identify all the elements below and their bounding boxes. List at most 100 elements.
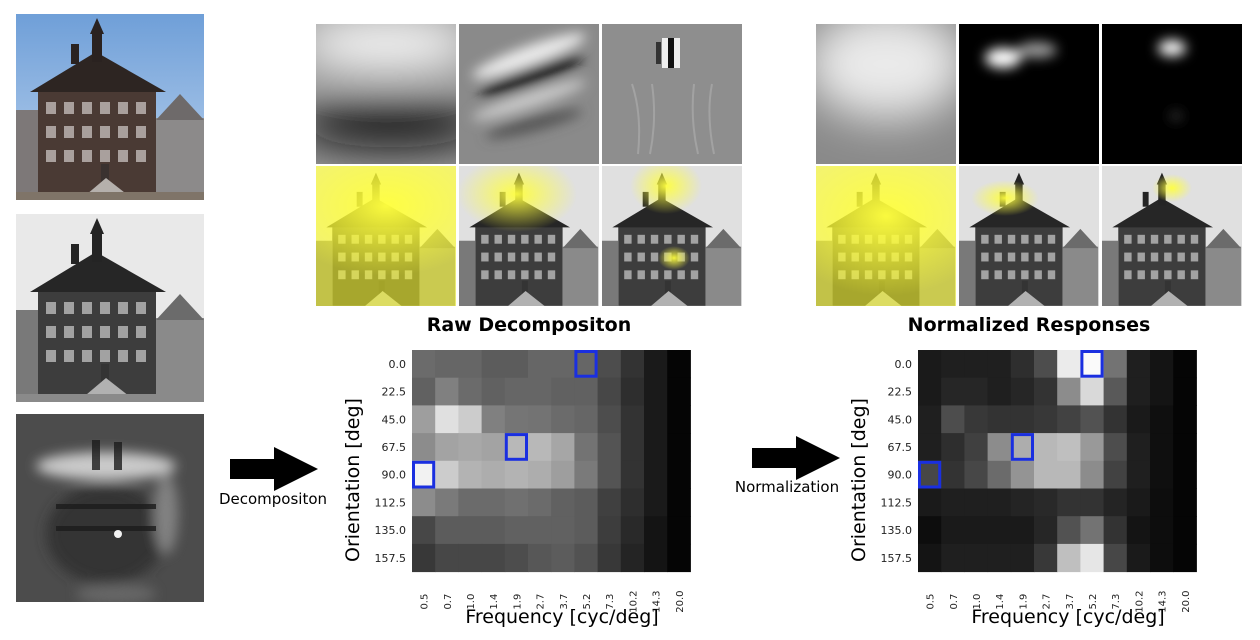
heatmap-cell — [1150, 460, 1174, 489]
heatmap-cell — [987, 377, 1012, 406]
heatmap-cell — [987, 460, 1012, 489]
heatmap-cell — [574, 350, 599, 379]
heatmap-cell — [918, 460, 942, 489]
heatmap-cell — [551, 543, 575, 573]
heatmap-cell — [1080, 516, 1105, 545]
heatmap-cell — [481, 488, 506, 517]
heatmap-cell — [941, 460, 965, 489]
heatmap-cell — [964, 433, 989, 462]
x-tick-label: 14.3 — [1158, 590, 1169, 612]
heatmap-cell — [1057, 488, 1081, 517]
heatmap-cell — [1103, 460, 1128, 489]
raw-heatmap-ylabel: Orientation [deg] — [342, 398, 364, 562]
heatmap-cell — [1150, 405, 1174, 434]
heatmap-cell — [481, 516, 506, 545]
heatmap-cell — [504, 460, 529, 489]
heatmap-cell — [1010, 433, 1035, 462]
heatmap-cell — [644, 433, 668, 462]
heatmap-cell — [551, 488, 575, 517]
x-tick-label: 7.3 — [1111, 594, 1122, 610]
y-tick-label: 0.0 — [389, 358, 407, 371]
heatmap-cell — [941, 377, 965, 406]
heatmap-cell — [667, 543, 691, 573]
heatmap-cell — [1103, 516, 1128, 545]
heatmap-cell — [528, 543, 552, 573]
heatmap-cell — [644, 516, 668, 545]
heatmap-cell — [1173, 377, 1197, 406]
heatmap-cell — [458, 433, 483, 462]
heatmap-cell — [574, 543, 599, 573]
normalization-arrow — [752, 436, 842, 484]
heatmap-cell — [504, 516, 529, 545]
x-tick-label: 14.3 — [652, 590, 663, 612]
heatmap-cell — [1173, 488, 1197, 517]
heatmap-cell — [620, 433, 645, 462]
heatmap-cell — [964, 488, 989, 517]
heatmap-cell — [987, 350, 1012, 379]
low-frequency-filter — [316, 24, 456, 164]
heatmap-cell — [435, 433, 459, 462]
y-tick-label: 157.5 — [881, 552, 913, 565]
heatmap-cell — [458, 516, 483, 545]
heatmap-cell — [412, 377, 436, 406]
heatmap-cell — [644, 350, 668, 379]
y-tick-label: 112.5 — [375, 496, 407, 509]
heatmap-cell — [1057, 433, 1081, 462]
normalized-responses-title: Normalized Responses — [907, 314, 1151, 336]
heatmap-cell — [574, 405, 599, 434]
heatmap-cell — [435, 488, 459, 517]
heatmap-cell — [412, 405, 436, 434]
heatmap-cell — [1080, 460, 1105, 489]
normalized-heatmap: 0.0 22.5 45.0 67.5 90.0 112.5 135.0 157.5 0.5 0.7… — [836, 340, 1216, 630]
heatmap-cell — [941, 488, 965, 517]
heatmap-cell — [620, 488, 645, 517]
heatmap-cell — [1057, 377, 1081, 406]
x-tick-label: 10.2 — [628, 590, 639, 612]
heatmap-cell — [1080, 377, 1105, 406]
highlight-box — [504, 433, 529, 461]
heatmap-cell — [1103, 543, 1128, 573]
y-tick-label: 22.5 — [888, 386, 913, 399]
heatmap-cell — [528, 516, 552, 545]
heatmap-cell — [504, 350, 529, 379]
heatmap-cell — [551, 460, 575, 489]
heatmap-cell — [1057, 350, 1081, 379]
heatmap-cell — [551, 433, 575, 462]
y-tick-label: 135.0 — [375, 524, 407, 537]
heatmap-cell — [667, 516, 691, 545]
heatmap-cell — [1126, 433, 1151, 462]
heatmap-cell — [458, 405, 483, 434]
heatmap-cell — [597, 460, 622, 489]
heatmap-cell — [528, 488, 552, 517]
x-tick-label: 0.7 — [949, 594, 960, 610]
heatmap-cell — [1034, 516, 1058, 545]
overlay-high — [602, 166, 742, 306]
heatmap-cell — [435, 350, 459, 379]
heatmap-cell — [941, 350, 965, 379]
heatmap-cell — [1034, 488, 1058, 517]
normalization-label: Normalization — [734, 478, 840, 496]
heatmap-cell — [1126, 543, 1151, 573]
heatmap-cell — [987, 433, 1012, 462]
heatmap-cell — [458, 543, 483, 573]
y-tick-label: 67.5 — [888, 441, 913, 454]
heatmap-cell — [964, 516, 989, 545]
heatmap-cell — [528, 460, 552, 489]
mid-frequency-filter — [459, 24, 599, 164]
heatmap-cell — [1150, 433, 1174, 462]
x-tick-label: 2.7 — [1042, 594, 1053, 610]
heatmap-cell — [1103, 405, 1128, 434]
y-tick-label: 22.5 — [382, 386, 407, 399]
heatmap-cell — [1057, 460, 1081, 489]
heatmap-cell — [574, 377, 599, 406]
heatmap-cell — [667, 460, 691, 489]
heatmap-cell — [481, 460, 506, 489]
x-tick-label: 5.2 — [582, 594, 593, 610]
heatmap-cell — [918, 350, 942, 379]
heatmap-cell — [458, 350, 483, 379]
heatmap-cell — [987, 543, 1012, 573]
overlay-low-normalized — [816, 166, 956, 306]
heatmap-cell — [620, 350, 645, 379]
heatmap-cell — [528, 433, 552, 462]
heatmap-cell — [1150, 377, 1174, 406]
